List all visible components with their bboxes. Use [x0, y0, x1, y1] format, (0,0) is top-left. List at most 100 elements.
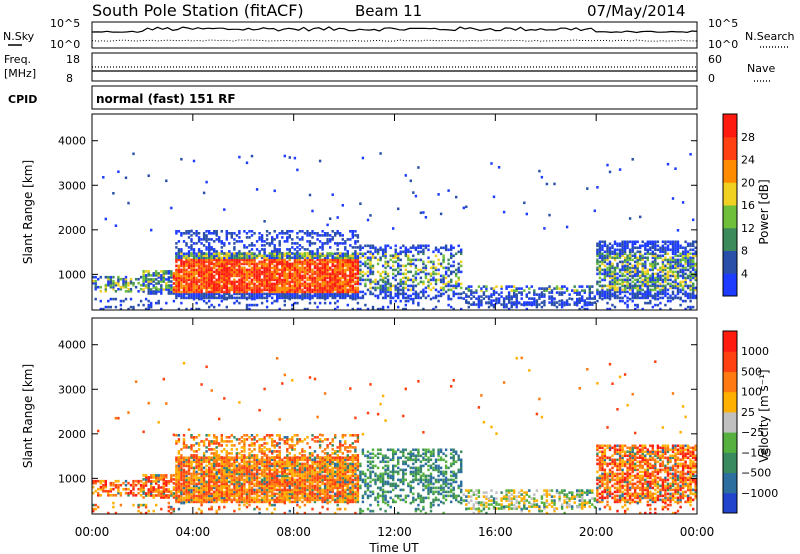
range-cell	[195, 511, 198, 515]
range-cell	[147, 282, 150, 285]
range-cell	[354, 274, 357, 278]
range-cell	[167, 494, 170, 497]
range-cell	[399, 282, 402, 286]
range-cell	[210, 290, 213, 294]
range-cell	[686, 292, 690, 296]
range-cell	[265, 238, 269, 241]
range-cell	[250, 244, 254, 247]
range-cell	[240, 488, 244, 492]
range-cell	[225, 232, 228, 235]
range-cell	[144, 278, 148, 281]
range-cell	[593, 295, 596, 298]
range-cell	[187, 256, 191, 260]
range-cell	[424, 216, 428, 219]
range-cell	[386, 290, 390, 294]
range-cell	[669, 248, 672, 252]
range-cell	[636, 278, 639, 282]
range-cell	[533, 297, 536, 300]
range-cell	[628, 286, 632, 290]
range-cell	[684, 240, 687, 244]
range-cell	[245, 268, 249, 272]
range-cell	[157, 288, 160, 291]
range-cell	[293, 258, 297, 262]
range-cell	[444, 244, 448, 248]
range-cell	[157, 490, 160, 493]
range-cell	[167, 290, 170, 293]
range-cell	[641, 256, 644, 260]
range-cell	[107, 277, 110, 281]
range-cell	[555, 291, 559, 294]
range-cell	[676, 282, 680, 286]
range-cell	[208, 284, 211, 288]
range-cell	[286, 236, 289, 239]
range-cell	[384, 272, 387, 276]
range-cell	[245, 478, 249, 482]
range-cell	[331, 252, 334, 256]
range-cell	[417, 296, 420, 300]
range-cell	[399, 246, 402, 250]
range-cell	[255, 290, 259, 294]
range-cell	[225, 256, 228, 260]
range-cell	[230, 256, 233, 260]
range-cell	[223, 264, 226, 268]
range-cell	[109, 487, 112, 491]
range-cell	[208, 258, 211, 262]
range-cell	[490, 287, 493, 290]
range-cell	[374, 280, 377, 284]
range-cell	[291, 284, 294, 288]
range-cell	[407, 254, 410, 258]
range-cell	[482, 285, 486, 288]
range-cell	[596, 186, 599, 189]
range-cell	[477, 295, 481, 298]
range-cell	[200, 498, 203, 502]
range-cell	[598, 244, 602, 248]
range-cell	[432, 260, 435, 264]
range-cell	[185, 307, 188, 311]
range-cell	[112, 481, 115, 485]
range-cell	[109, 305, 112, 309]
range-cell	[684, 284, 687, 288]
range-cell	[235, 262, 239, 266]
range-cell	[286, 264, 289, 268]
range-cell	[240, 494, 244, 498]
range-cell	[286, 272, 289, 276]
range-cell	[424, 286, 428, 290]
range-cell	[349, 274, 352, 278]
range-cell	[205, 464, 208, 468]
range-cell	[210, 258, 213, 262]
range-cell	[202, 280, 206, 284]
range-cell	[603, 242, 607, 246]
range-cell	[190, 280, 193, 284]
range-cell	[354, 256, 357, 260]
range-cell	[175, 242, 178, 245]
range-cell	[119, 307, 123, 311]
range-cell	[97, 277, 100, 281]
range-cell	[598, 272, 602, 276]
range-cell	[616, 272, 619, 276]
range-cell	[155, 290, 158, 293]
range-cell	[180, 458, 183, 462]
range-cell	[258, 270, 261, 274]
range-cell	[386, 272, 390, 276]
range-cell	[228, 488, 231, 492]
range-cell	[376, 307, 380, 311]
range-cell	[434, 246, 438, 250]
range-cell	[124, 290, 128, 293]
range-cell	[245, 466, 249, 470]
range-cell	[160, 307, 163, 311]
range-cell	[172, 488, 176, 491]
range-cell	[225, 462, 228, 466]
range-cell	[243, 450, 246, 453]
range-cell	[112, 297, 115, 301]
range-cell	[692, 254, 695, 258]
range-cell	[225, 236, 228, 239]
range-cell	[177, 494, 181, 498]
range-cell	[208, 484, 211, 488]
range-cell	[409, 278, 412, 282]
range-cell	[298, 256, 302, 260]
range-cell	[223, 474, 226, 478]
range-cell	[238, 474, 241, 478]
range-cell	[356, 280, 360, 284]
range-cell	[265, 284, 269, 288]
